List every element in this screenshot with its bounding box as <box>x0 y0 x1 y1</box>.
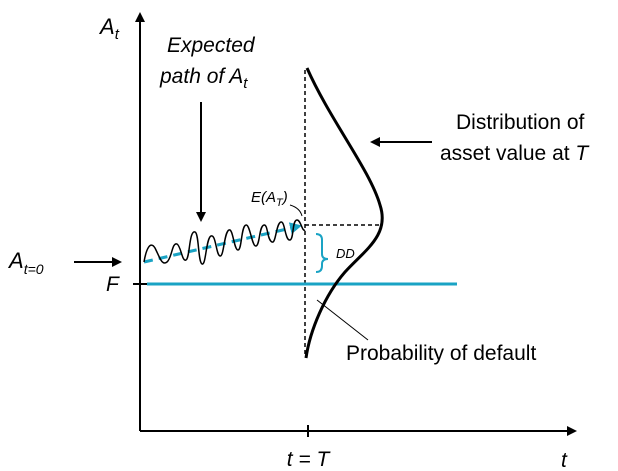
dd-bracket <box>315 233 329 273</box>
expected-path-label-line1: Expected <box>167 34 256 57</box>
expected-path-line <box>143 222 302 264</box>
a0-label: At=0 <box>7 248 44 277</box>
expected-path-label-line2: path of At <box>159 65 248 92</box>
f-label: F <box>106 273 120 296</box>
x-axis-label: t <box>561 449 568 471</box>
distribution-label-line1: Distribution of <box>456 111 585 134</box>
dd-label: DD <box>336 246 355 261</box>
asset-value-path <box>143 219 306 265</box>
probability-pointer <box>316 299 369 341</box>
probability-default-label: Probability of default <box>346 342 536 365</box>
y-axis-label: At <box>98 14 120 43</box>
distribution-curve <box>304 67 384 359</box>
expected-value-pointer <box>289 204 303 217</box>
distribution-label-line2: asset value at T <box>440 142 590 165</box>
t-equals-T-label: t = T <box>287 448 332 471</box>
expected-value-label: E(AT) <box>251 189 288 209</box>
